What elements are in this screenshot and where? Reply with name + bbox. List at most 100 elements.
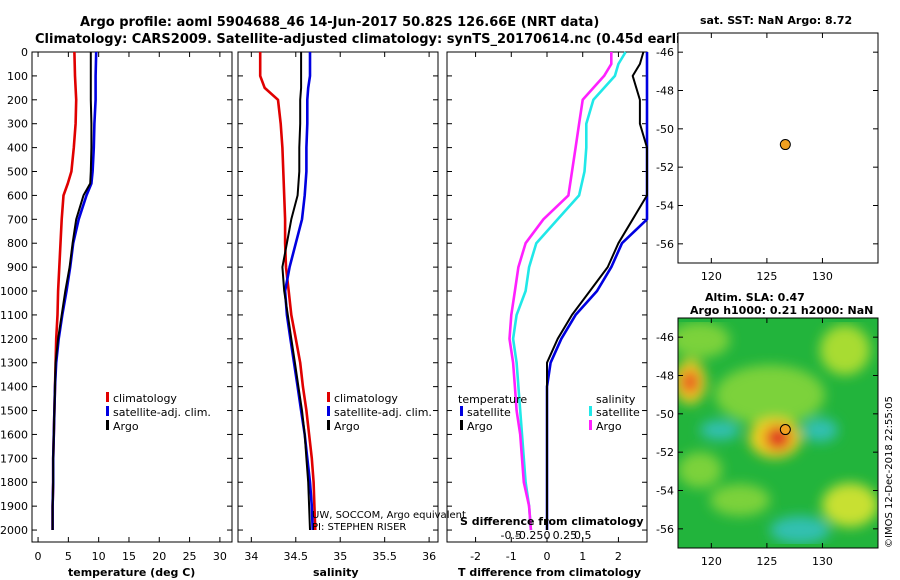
depth-tick-label: 0: [21, 46, 28, 59]
legend-label-argo: Argo: [113, 420, 139, 433]
legend-swatch-climatology: [327, 392, 330, 402]
credit-line-1: UW, SOCCOM, Argo equivalent: [312, 510, 466, 521]
salinity-panel: 34 34.5 35 35.5 36: [238, 51, 438, 563]
lat-tick-label: -46: [656, 331, 674, 344]
lon-tick-label: 120: [701, 555, 722, 568]
legend-swatch-s-argo: [589, 420, 592, 430]
lat-tick-label: -50: [656, 408, 674, 421]
lat-tick-label: -50: [656, 123, 674, 136]
title-line-1: Argo profile: aoml 5904688_46 14-Jun-201…: [80, 15, 599, 30]
depth-tick-label: 2000: [0, 524, 28, 537]
depth-tick-label: 700: [7, 213, 28, 226]
x-tick-label: 10: [92, 550, 106, 563]
x-tick-label: 5: [65, 550, 72, 563]
sla-blob: [678, 322, 730, 358]
lat-tick-label: -56: [656, 238, 674, 251]
difference-panel: -2 -1 0 1 2 -0.5-0.25 0 0.250.5: [447, 51, 649, 563]
depth-tick-label: 1300: [0, 357, 28, 370]
sla-blob: [681, 370, 699, 394]
s-tick-label: 0.5: [574, 529, 592, 542]
temperature-legend: climatology satellite-adj. clim. Argo: [106, 392, 211, 433]
legend-swatch-climatology: [106, 392, 109, 402]
lon-tick-label: 120: [701, 270, 722, 283]
sla-blob: [678, 452, 722, 488]
depth-tick-label: 800: [7, 237, 28, 250]
lon-tick-label: 125: [756, 555, 777, 568]
map-bottom-frame: [677, 317, 879, 549]
x-tick-label: 2: [615, 550, 622, 563]
depth-tick-label: 1100: [0, 309, 28, 322]
salinity-xlabel: salinity: [313, 566, 359, 579]
temperature-panel-frame: [31, 51, 233, 543]
s-tick-label: -0.25: [515, 529, 543, 542]
s-tick-label: -0.5: [501, 529, 522, 542]
lat-tick-label: -48: [656, 370, 674, 383]
legend-swatch-t-argo: [460, 420, 463, 430]
map-bottom-title-2: Argo h1000: 0.21 h2000: NaN: [690, 304, 873, 317]
s-difference-label: S difference from climatology: [460, 515, 644, 528]
depth-tick-label: 1900: [0, 500, 28, 513]
x-tick-label: 0: [35, 550, 42, 563]
depth-tick-label: 1000: [0, 285, 28, 298]
sla-blob: [820, 325, 870, 375]
depth-tick-label: 1700: [0, 452, 28, 465]
credit-line-2: PI: STEPHEN RISER: [312, 522, 406, 533]
series-line-temperature-argo: [546, 51, 648, 530]
x-tick-label: 25: [183, 550, 197, 563]
legend-label-climatology: climatology: [113, 392, 177, 405]
legend-head-temperature: temperature: [458, 393, 527, 406]
legend-swatch-satellite: [327, 406, 330, 416]
legend-swatch-s-satellite: [589, 406, 592, 416]
salinity-panel-frame: [237, 51, 439, 543]
x-tick-label: 34: [244, 550, 258, 563]
difference-xlabel: T difference from climatology: [458, 566, 641, 579]
x-tick-label: 15: [122, 550, 136, 563]
depth-tick-label: 600: [7, 189, 28, 202]
legend-head-salinity: salinity: [596, 393, 636, 406]
map-top-frame: [677, 32, 879, 264]
sla-blob: [710, 484, 770, 516]
depth-tick-label: 1400: [0, 381, 28, 394]
lat-tick-label: -52: [656, 161, 674, 174]
legend-label-satellite: satellite-adj. clim.: [113, 406, 211, 419]
map-top: -46 -48 -50 -52 -54 -56 120 125 130: [656, 33, 878, 283]
argo-location-marker: [779, 424, 791, 436]
lon-tick-label: 130: [812, 555, 833, 568]
legend-label-satellite: satellite-adj. clim.: [334, 406, 432, 419]
depth-tick-label: 1200: [0, 333, 28, 346]
sla-blob: [822, 483, 878, 527]
series-line-salinity-argo: [508, 52, 613, 531]
x-tick-label: 20: [152, 550, 166, 563]
sla-blob: [700, 420, 740, 440]
depth-tick-label: 300: [7, 118, 28, 131]
imos-stamp: ©IMOS 12-Dec-2018 22:55:05: [884, 396, 895, 548]
x-tick-label: 34.5: [284, 550, 309, 563]
sla-blob: [770, 516, 830, 544]
lat-tick-label: -54: [656, 485, 674, 498]
legend-label-climatology: climatology: [334, 392, 398, 405]
lat-tick-label: -56: [656, 523, 674, 536]
legend-swatch-argo: [106, 420, 109, 430]
x-tick-label: -2: [470, 550, 481, 563]
x-tick-label: 30: [213, 550, 227, 563]
depth-axis: 0 100 200 300 400 500 600 700 800 900 1000 1100 1200…: [0, 46, 28, 537]
legend-swatch-satellite: [106, 406, 109, 416]
x-tick-label: 0: [544, 550, 551, 563]
s-tick-label: 0.25: [553, 529, 578, 542]
legend-label-s-satellite: satellite: [596, 406, 640, 419]
series-line-argo: [51, 52, 93, 530]
temperature-panel: 0 5 10 15 20 25 30: [32, 51, 232, 563]
lat-tick-label: -46: [656, 46, 674, 59]
argo-location-marker: [779, 139, 791, 151]
sla-blob: [715, 365, 825, 425]
depth-tick-label: 1600: [0, 428, 28, 441]
lat-tick-label: -48: [656, 85, 674, 98]
temperature-xlabel: temperature (deg C): [68, 566, 195, 579]
map-top-title: sat. SST: NaN Argo: 8.72: [700, 14, 852, 27]
title-line-2: Climatology: CARS2009. Satellite-adjuste…: [35, 32, 702, 47]
depth-tick-label: 1500: [0, 405, 28, 418]
legend-label-s-argo: Argo: [596, 420, 622, 433]
sla-blob: [802, 418, 838, 442]
lon-tick-label: 125: [756, 270, 777, 283]
